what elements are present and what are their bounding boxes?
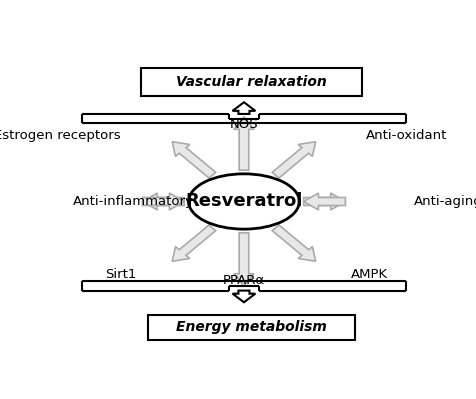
FancyArrow shape <box>304 193 346 210</box>
FancyArrow shape <box>172 225 216 261</box>
Text: Resveratrol: Resveratrol <box>185 192 303 211</box>
FancyArrow shape <box>172 142 216 178</box>
FancyArrow shape <box>272 225 316 261</box>
FancyArrow shape <box>232 102 256 114</box>
Text: NOS: NOS <box>229 118 258 131</box>
Text: AMPK: AMPK <box>351 268 388 280</box>
FancyArrow shape <box>142 193 184 210</box>
Ellipse shape <box>188 174 299 229</box>
FancyArrow shape <box>142 193 184 210</box>
Text: Estrogen receptors: Estrogen receptors <box>0 128 120 142</box>
Text: Anti-aging: Anti-aging <box>414 195 476 208</box>
Bar <box>148 315 355 340</box>
Text: Vascular relaxation: Vascular relaxation <box>176 75 327 89</box>
Text: Sirt1: Sirt1 <box>106 268 137 280</box>
Bar <box>141 68 362 95</box>
FancyArrow shape <box>234 117 254 170</box>
FancyArrow shape <box>304 193 346 210</box>
Text: Anti-oxidant: Anti-oxidant <box>366 128 447 142</box>
Text: Anti-inflammatory: Anti-inflammatory <box>72 195 193 208</box>
Text: PPARα: PPARα <box>223 274 265 287</box>
FancyArrow shape <box>272 142 316 178</box>
Text: Energy metabolism: Energy metabolism <box>176 320 327 334</box>
FancyArrow shape <box>232 290 256 302</box>
FancyArrow shape <box>234 233 254 286</box>
